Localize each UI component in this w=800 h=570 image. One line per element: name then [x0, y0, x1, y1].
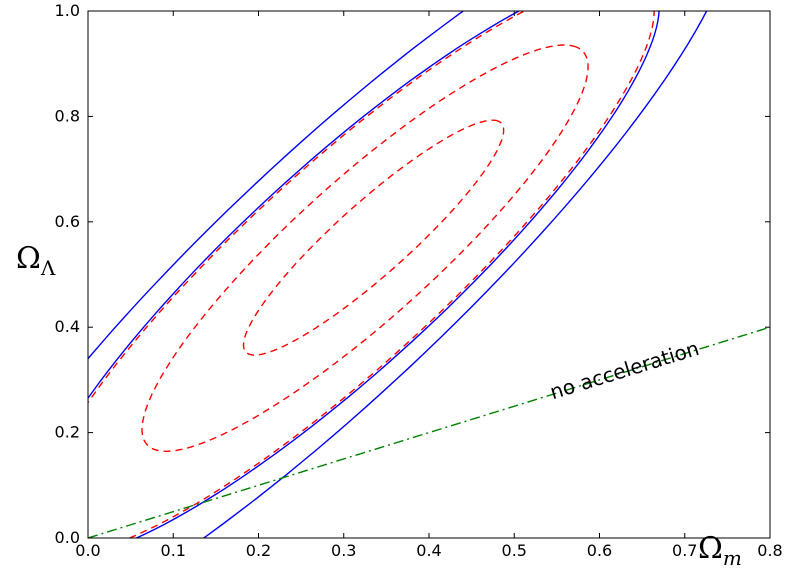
- x-axis-subscript: m: [722, 546, 742, 570]
- no-acceleration-line: [88, 326, 770, 538]
- x-tick-label: 0.8: [757, 541, 782, 560]
- x-tick-label: 0.1: [161, 541, 186, 560]
- y-tick-label: 0.4: [55, 317, 80, 336]
- y-tick-label: 0.8: [55, 106, 80, 125]
- x-tick-label: 0.2: [246, 541, 271, 560]
- x-tick-label: 0.7: [672, 541, 697, 560]
- x-tick-label: 0.3: [331, 541, 356, 560]
- y-tick-label: 0.6: [55, 212, 80, 231]
- confidence-contour-red-2sigma: [141, 44, 589, 453]
- y-tick-label: 1.0: [55, 1, 80, 20]
- x-axis-omega-symbol: Ω: [698, 531, 723, 566]
- y-axis-subscript: Λ: [40, 256, 56, 280]
- y-axis-omega-symbol: Ω: [16, 241, 41, 276]
- x-tick-label: 0.4: [416, 541, 441, 560]
- x-tick-label: 0.5: [502, 541, 527, 560]
- y-axis-label: ΩΛ: [16, 241, 56, 280]
- x-axis-label: Ωm: [698, 531, 742, 570]
- confidence-contour-blue-inner: [88, 11, 660, 538]
- confidence-contour-red-1sigma: [242, 119, 505, 356]
- no-acceleration-label: no acceleration: [547, 336, 702, 404]
- y-tick-label: 0.0: [55, 528, 80, 547]
- confidence-contour-red-3sigma: [88, 11, 655, 538]
- plot-series-group: [88, 11, 770, 538]
- x-tick-label: 0.6: [587, 541, 612, 560]
- confidence-contour-blue-outer: [88, 11, 708, 538]
- x-tick-label: 0.0: [75, 541, 100, 560]
- y-tick-label: 0.2: [55, 423, 80, 442]
